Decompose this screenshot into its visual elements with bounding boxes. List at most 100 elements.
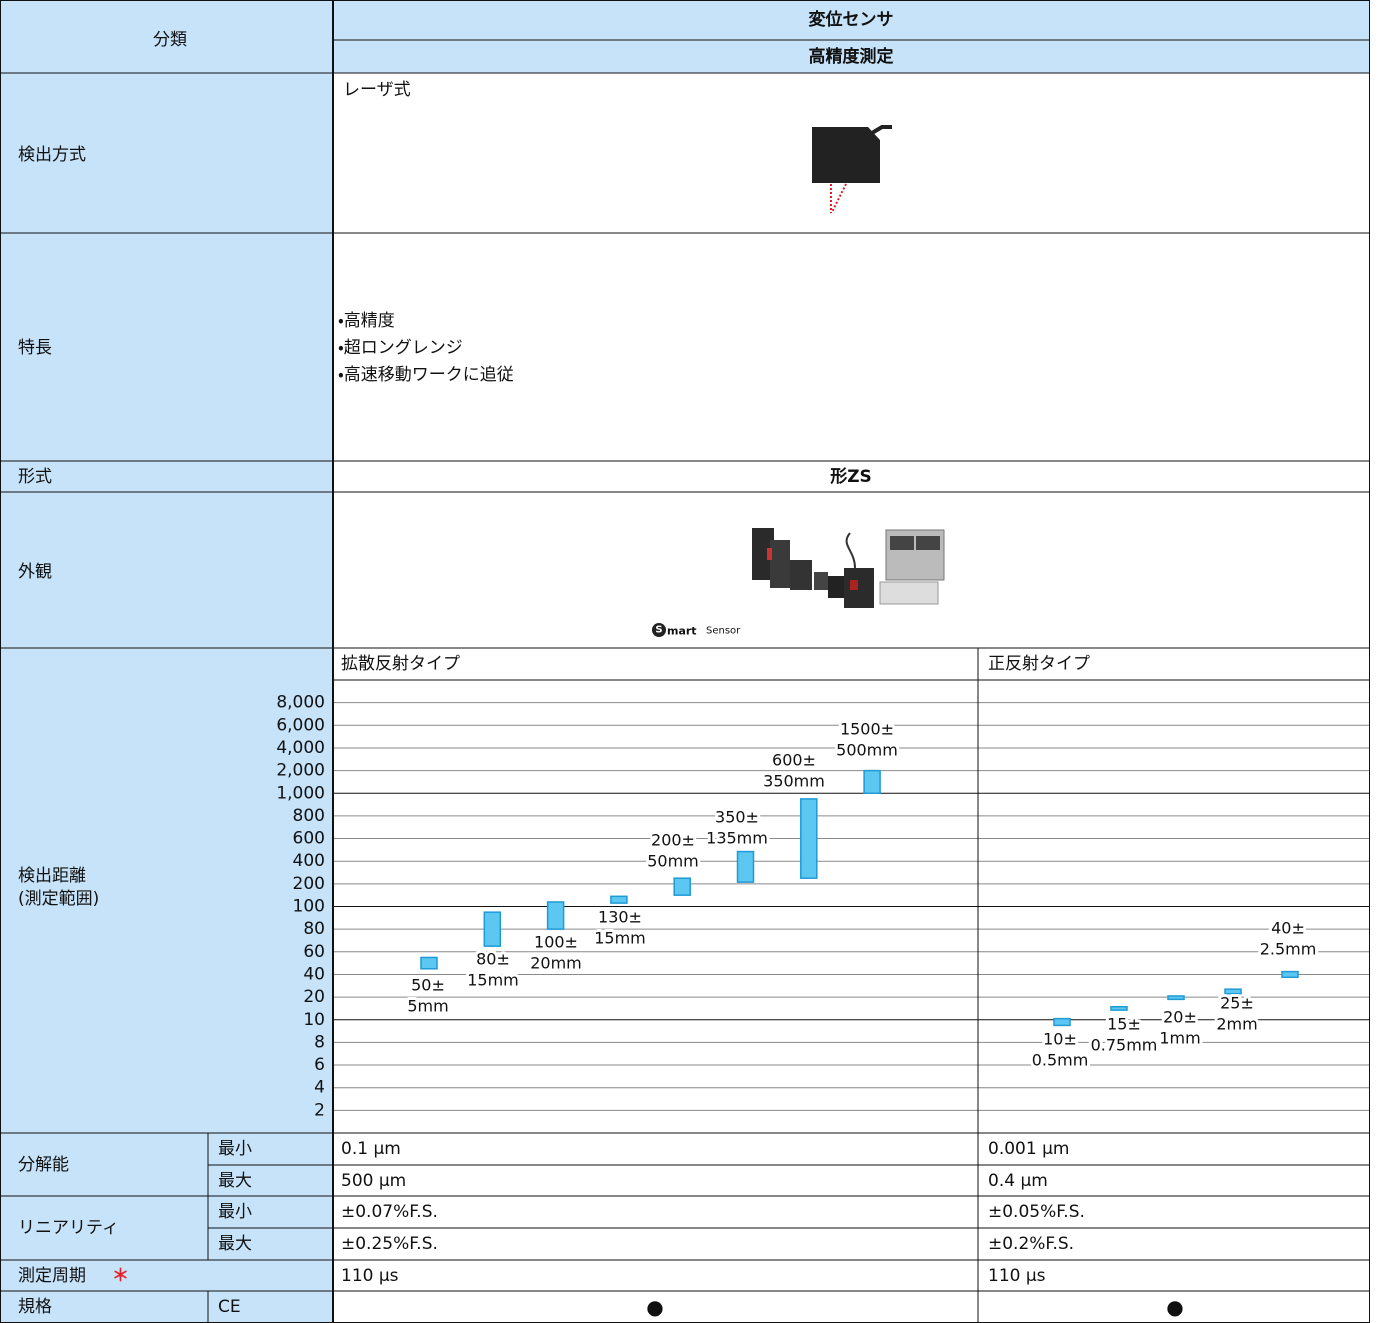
range-label: 200± bbox=[651, 831, 695, 850]
range-label: 1500± bbox=[840, 720, 894, 739]
range-label: 50± bbox=[411, 976, 445, 995]
range-bar bbox=[673, 877, 691, 896]
sub-label: 最大 bbox=[218, 1234, 252, 1254]
controller bbox=[879, 581, 939, 605]
range-label: 350± bbox=[715, 808, 759, 827]
range-label: 2mm bbox=[1216, 1015, 1257, 1034]
y-tick-label: 6,000 bbox=[276, 715, 325, 735]
measurement-type: 高精度測定 bbox=[809, 46, 894, 67]
controller bbox=[890, 536, 914, 550]
range-bar bbox=[610, 895, 628, 904]
sensor-type: 変位センサ bbox=[809, 9, 894, 30]
y-tick-label: 40 bbox=[303, 964, 325, 984]
cell-text: 0.001 μm bbox=[988, 1139, 1069, 1159]
series-header: 正反射タイプ bbox=[988, 654, 1090, 674]
product bbox=[770, 540, 790, 588]
cell-text: ±0.07%F.S. bbox=[341, 1202, 438, 1222]
range-bar bbox=[546, 901, 565, 930]
series-header: 拡散反射タイプ bbox=[341, 654, 460, 674]
range-label: 0.5mm bbox=[1032, 1051, 1089, 1070]
chart-grid bbox=[333, 702, 1370, 1111]
y-tick-label: 2,000 bbox=[276, 761, 325, 781]
category-label: 分類 bbox=[153, 30, 187, 50]
y-tick-label: 80 bbox=[303, 919, 325, 939]
y-tick-label: 200 bbox=[293, 874, 325, 894]
y-tick-label: 60 bbox=[303, 942, 325, 962]
sensor-cable bbox=[870, 125, 892, 135]
range-bar bbox=[420, 956, 438, 970]
row-sublabel: (測定範囲) bbox=[18, 889, 99, 909]
cell-text: ±0.25%F.S. bbox=[341, 1234, 438, 1254]
y-tick-label: 20 bbox=[303, 987, 325, 1007]
cell-text: ±0.2%F.S. bbox=[988, 1234, 1074, 1254]
range-bar bbox=[736, 850, 755, 883]
range-bar bbox=[800, 798, 818, 879]
logo-text: Sensor bbox=[706, 626, 741, 637]
y-tick-label: 600 bbox=[293, 829, 325, 849]
product bbox=[814, 572, 828, 590]
row-label: 検出方式 bbox=[18, 145, 86, 165]
range-bar bbox=[863, 769, 881, 794]
y-tick-label: 2 bbox=[314, 1100, 325, 1120]
cell-text: レーザ式 bbox=[343, 80, 411, 100]
feature-item: ・超ロングレンジ bbox=[338, 338, 463, 358]
range-label: 100± bbox=[534, 933, 578, 952]
model-name: 形ZS bbox=[830, 466, 872, 487]
logo-mark: S bbox=[655, 625, 662, 636]
range-label: 130± bbox=[598, 908, 642, 927]
product-cable bbox=[845, 532, 856, 569]
y-tick-label: 4,000 bbox=[276, 738, 325, 758]
row-label: 外観 bbox=[18, 562, 52, 582]
y-tick-label: 8,000 bbox=[276, 693, 325, 713]
header-bg bbox=[333, 0, 1370, 73]
y-tick-label: 800 bbox=[293, 806, 325, 826]
range-label: 1mm bbox=[1159, 1029, 1200, 1048]
range-label: 15mm bbox=[467, 971, 519, 990]
product bbox=[767, 548, 772, 560]
product-photo bbox=[752, 528, 945, 608]
row-label: 検出距離 bbox=[18, 866, 86, 886]
range-label: 20± bbox=[1163, 1008, 1197, 1027]
range-label: 2.5mm bbox=[1260, 940, 1317, 959]
logo-text: mart bbox=[667, 625, 697, 638]
row-label: 測定周期 bbox=[18, 1266, 86, 1286]
range-label: 500mm bbox=[836, 741, 898, 760]
range-bar bbox=[1224, 988, 1242, 995]
cell-text: 110 μs bbox=[988, 1266, 1046, 1286]
cell-text: ±0.05%F.S. bbox=[988, 1202, 1085, 1222]
sub-label: 最小 bbox=[218, 1202, 252, 1222]
row-label: リニアリティ bbox=[18, 1218, 119, 1238]
range-label: 40± bbox=[1271, 919, 1305, 938]
range-bar bbox=[483, 911, 502, 947]
range-label: 15mm bbox=[594, 929, 646, 948]
range-label: 80± bbox=[476, 950, 510, 969]
cell-text: 0.1 μm bbox=[341, 1139, 401, 1159]
y-tick-label: 100 bbox=[293, 897, 325, 917]
range-bar bbox=[1281, 970, 1299, 979]
sub-label: 最小 bbox=[218, 1139, 252, 1159]
product bbox=[844, 568, 874, 608]
y-tick-label: 400 bbox=[293, 851, 325, 871]
cell-text: 110 μs bbox=[341, 1266, 399, 1286]
product bbox=[752, 528, 774, 580]
logo: S mart Sensor bbox=[652, 623, 741, 638]
compliance-mark: ● bbox=[646, 1295, 663, 1319]
sensor-body bbox=[812, 127, 880, 183]
range-bar bbox=[1167, 995, 1185, 1001]
y-tick-label: 10 bbox=[303, 1010, 325, 1030]
row-label: 規格 bbox=[18, 1297, 52, 1317]
range-bar bbox=[1053, 1017, 1071, 1027]
label-column-bg bbox=[0, 0, 333, 1323]
sensor-icon bbox=[812, 125, 892, 213]
row-label: 形式 bbox=[18, 467, 52, 487]
product bbox=[850, 580, 858, 590]
range-label: 0.75mm bbox=[1091, 1036, 1158, 1055]
feature-item: ・高精度 bbox=[338, 311, 395, 331]
laser-beam bbox=[831, 183, 847, 213]
range-bar bbox=[1110, 1005, 1128, 1011]
range-label: 15± bbox=[1107, 1015, 1141, 1034]
feature-item: ・高速移動ワークに追従 bbox=[338, 365, 514, 385]
